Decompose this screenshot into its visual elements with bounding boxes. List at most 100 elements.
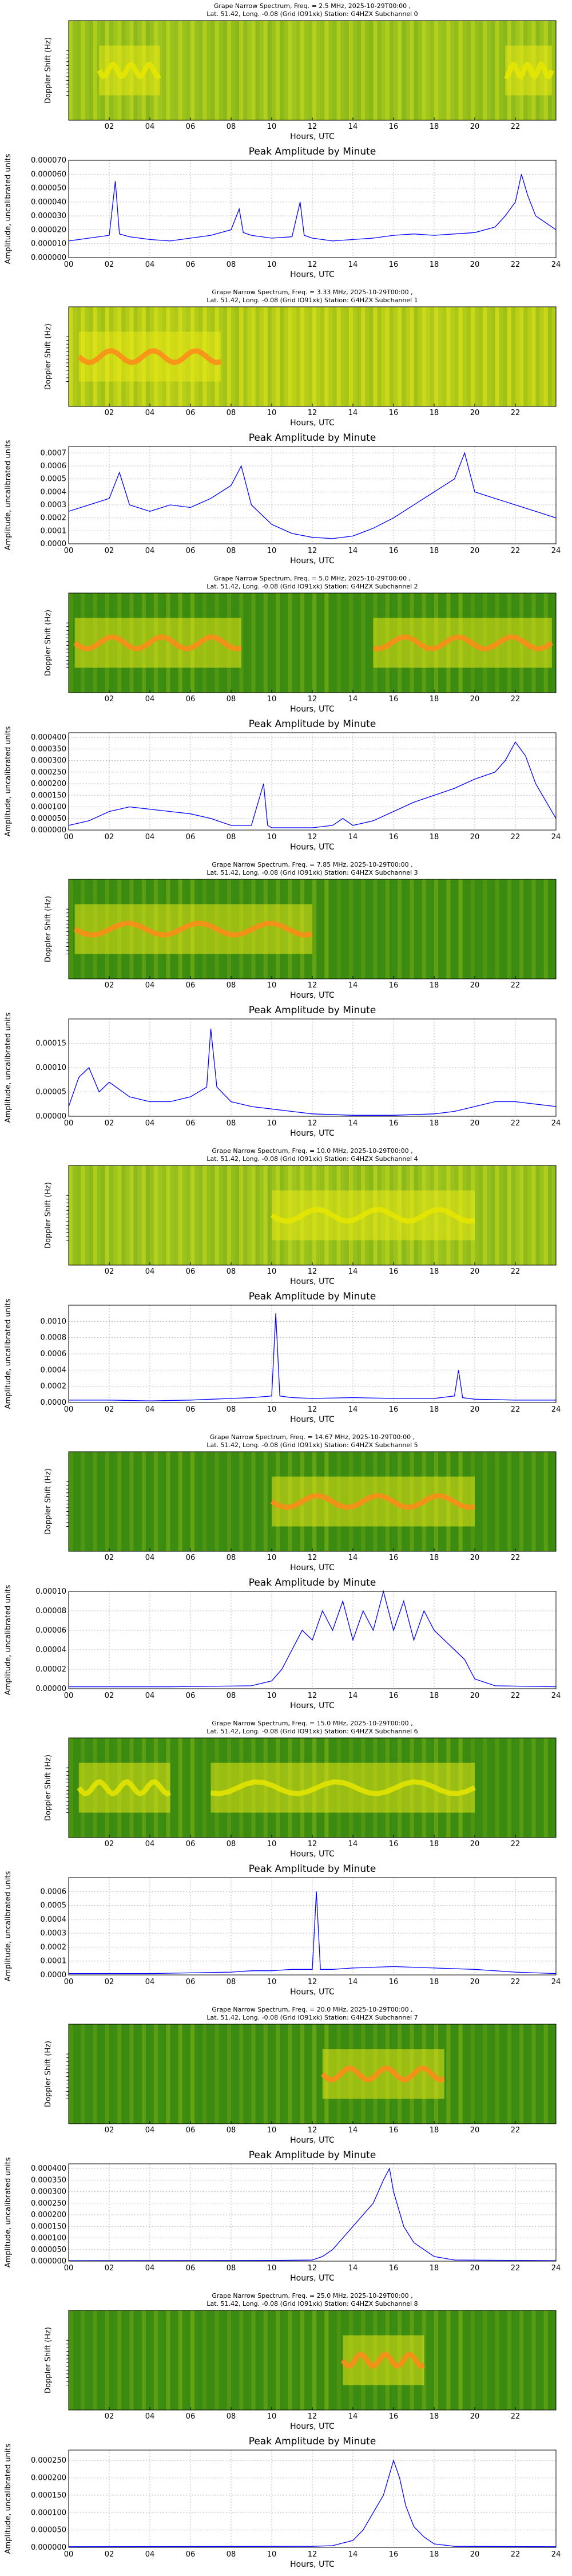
spectrogram-texture bbox=[206, 1738, 211, 1838]
amplitude-frame bbox=[68, 1591, 557, 1689]
spectrogram-y-label: Doppler Shift (Hz) bbox=[44, 2041, 53, 2107]
amplitude-y-tick-label: 0.000250 bbox=[31, 768, 66, 777]
spectrogram-texture bbox=[202, 2310, 207, 2410]
spectrogram-texture bbox=[247, 1165, 252, 1265]
amplitude-x-tick-label: 16 bbox=[389, 1405, 399, 1414]
amplitude-x-label: Hours, UTC bbox=[290, 1415, 335, 1424]
spectrogram-subtitle: Lat. 51.42, Long. -0.08 (Grid IO91xk) St… bbox=[206, 10, 418, 18]
amplitude-x-tick-label: 00 bbox=[64, 1405, 74, 1414]
spectrogram-x-tick-label: 16 bbox=[389, 1840, 399, 1848]
spectrogram-texture bbox=[133, 1452, 138, 1551]
spectrogram-texture bbox=[158, 1165, 162, 1265]
amplitude-x-tick-label: 22 bbox=[511, 2264, 521, 2273]
spectrogram-texture bbox=[511, 1738, 515, 1838]
amplitude-x-tick-label: 00 bbox=[64, 1119, 74, 1128]
amplitude-x-tick-label: 06 bbox=[186, 260, 196, 269]
spectrogram-texture bbox=[462, 2310, 467, 2410]
spectrogram-texture bbox=[507, 1165, 511, 1265]
amplitude-x-tick-label: 12 bbox=[308, 2264, 317, 2273]
spectrogram-texture bbox=[418, 879, 422, 979]
amplitude-x-tick-label: 24 bbox=[551, 2264, 561, 2273]
spectrogram-texture bbox=[462, 879, 467, 979]
spectrogram-texture bbox=[150, 1165, 154, 1265]
spectrogram-texture bbox=[438, 2310, 443, 2410]
amplitude-y-tick-label: 0.00010 bbox=[35, 1587, 66, 1596]
spectrogram-texture bbox=[332, 2310, 337, 2410]
spectrogram-texture bbox=[381, 21, 386, 120]
spectrogram-texture bbox=[186, 1738, 190, 1838]
spectrogram-chart-5: Grape Narrow Spectrum, Freq. = 14.67 MHz… bbox=[44, 1433, 557, 1573]
spectrogram-x-label: Hours, UTC bbox=[290, 2422, 335, 2431]
spectrogram-texture bbox=[527, 879, 532, 979]
spectrogram-texture bbox=[288, 2024, 292, 2124]
spectrogram-x-tick-label: 12 bbox=[308, 981, 317, 990]
spectrogram-texture bbox=[340, 879, 345, 979]
spectrogram-texture bbox=[535, 307, 540, 406]
spectrogram-texture bbox=[77, 2024, 81, 2124]
spectrogram-texture bbox=[551, 1165, 556, 1265]
amplitude-x-tick-label: 22 bbox=[511, 1119, 521, 1128]
amplitude-x-tick-label: 20 bbox=[470, 547, 480, 555]
spectrogram-texture bbox=[499, 21, 503, 120]
spectrogram-texture bbox=[487, 1165, 491, 1265]
spectrogram-texture bbox=[259, 307, 264, 406]
spectrogram-x-tick-label: 22 bbox=[511, 2412, 521, 2421]
spectrogram-texture bbox=[125, 1165, 130, 1265]
spectrogram-texture bbox=[97, 2310, 101, 2410]
spectrogram-texture bbox=[158, 2310, 162, 2410]
spectrogram-texture bbox=[296, 2024, 300, 2124]
spectrogram-texture bbox=[438, 307, 443, 406]
amplitude-title: Peak Amplitude by Minute bbox=[249, 2150, 376, 2161]
spectrogram-texture bbox=[495, 307, 499, 406]
amplitude-x-tick-label: 02 bbox=[105, 547, 114, 555]
spectrogram-texture bbox=[466, 2024, 471, 2124]
amplitude-x-tick-label: 00 bbox=[64, 2550, 74, 2559]
spectrogram-texture bbox=[507, 1738, 511, 1838]
spectrogram-texture bbox=[162, 1452, 166, 1551]
spectrogram-texture bbox=[194, 1452, 199, 1551]
spectrogram-texture bbox=[438, 21, 443, 120]
spectrogram-texture bbox=[332, 21, 337, 120]
spectrogram-texture bbox=[121, 1165, 126, 1265]
spectrogram-texture bbox=[438, 879, 443, 979]
spectrogram-texture bbox=[186, 1165, 190, 1265]
spectrogram-x-tick-label: 20 bbox=[470, 1554, 480, 1562]
amplitude-x-tick-label: 20 bbox=[470, 833, 480, 841]
spectrogram-title: Grape Narrow Spectrum, Freq. = 15.0 MHz,… bbox=[212, 1720, 412, 1727]
amplitude-x-tick-label: 04 bbox=[145, 260, 155, 269]
spectrogram-texture bbox=[543, 1452, 548, 1551]
spectrogram-texture bbox=[523, 879, 528, 979]
spectrogram-texture bbox=[231, 2024, 236, 2124]
spectrogram-x-tick-label: 08 bbox=[227, 409, 236, 417]
spectrogram-texture bbox=[284, 593, 288, 693]
spectrogram-subtitle: Lat. 51.42, Long. -0.08 (Grid IO91xk) St… bbox=[206, 2300, 418, 2308]
spectrogram-texture bbox=[223, 1165, 227, 1265]
amplitude-x-label: Hours, UTC bbox=[290, 1701, 335, 1710]
spectrogram-x-tick-label: 14 bbox=[348, 2412, 358, 2421]
spectrogram-texture bbox=[483, 1452, 487, 1551]
spectrogram-texture bbox=[348, 307, 353, 406]
spectrogram-texture bbox=[247, 2310, 252, 2410]
spectrogram-texture bbox=[125, 2024, 130, 2124]
spectrogram-texture bbox=[458, 2310, 463, 2410]
amplitude-x-tick-label: 12 bbox=[308, 547, 317, 555]
spectrogram-texture bbox=[551, 593, 556, 693]
spectrogram-texture bbox=[531, 879, 536, 979]
spectrogram-y-label: Doppler Shift (Hz) bbox=[44, 1755, 53, 1821]
amplitude-x-tick-label: 14 bbox=[348, 1978, 358, 1986]
spectrogram-texture bbox=[288, 2310, 292, 2410]
spectrogram-x-tick-label: 06 bbox=[186, 695, 196, 704]
amplitude-y-tick-label: 0.000000 bbox=[31, 254, 66, 262]
spectrogram-feature-trace bbox=[73, 920, 313, 938]
amplitude-x-label: Hours, UTC bbox=[290, 270, 335, 279]
spectrogram-texture bbox=[466, 879, 471, 979]
amplitude-y-tick-label: 0.0004 bbox=[41, 1915, 67, 1924]
spectrogram-texture bbox=[202, 2024, 207, 2124]
spectrogram-x-label: Hours, UTC bbox=[290, 132, 335, 141]
spectrogram-x-tick-label: 14 bbox=[348, 981, 358, 990]
spectrogram-texture bbox=[255, 1165, 260, 1265]
spectrogram-texture bbox=[365, 307, 370, 406]
amplitude-x-tick-label: 00 bbox=[64, 1978, 74, 1986]
spectrogram-x-tick-label: 10 bbox=[267, 409, 277, 417]
spectrogram-texture bbox=[81, 1165, 85, 1265]
